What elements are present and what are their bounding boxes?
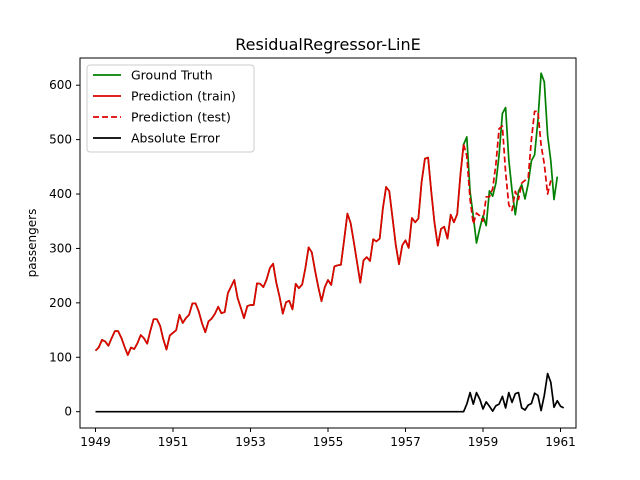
y-tick-label: 200 [49,296,72,310]
legend: Ground Truth Prediction (train) Prediction… [86,64,255,153]
legend-label: Absolute Error [131,131,221,146]
x-tick-label: 1949 [80,435,111,449]
x-axis: 1949 1951 1953 1955 1957 1959 1961 [80,428,576,449]
x-tick-label: 1955 [313,435,344,449]
series-line-prediction-test [462,110,552,225]
plot-area [94,72,565,413]
legend-label: Prediction (test) [131,110,231,125]
series-line-absolute-error [95,372,565,413]
series-line-prediction-train [94,144,465,356]
legend-label: Ground Truth [131,68,213,83]
y-axis-label: passengers [25,209,39,278]
y-tick-label: 500 [49,133,72,147]
y-tick-label: 0 [64,405,72,419]
x-tick-label: 1961 [545,435,576,449]
y-tick-label: 600 [49,78,72,92]
x-tick-label: 1959 [468,435,499,449]
y-axis: 0 100 200 300 400 500 600 [49,78,80,419]
legend-box [86,64,255,153]
x-tick-label: 1953 [235,435,266,449]
y-tick-label: 100 [49,350,72,364]
y-tick-label: 400 [49,187,72,201]
chart-title: ResidualRegressor-LinE [235,35,420,54]
y-tick-label: 300 [49,241,72,255]
x-tick-label: 1951 [158,435,189,449]
legend-label: Prediction (train) [131,89,236,104]
x-tick-label: 1957 [390,435,421,449]
